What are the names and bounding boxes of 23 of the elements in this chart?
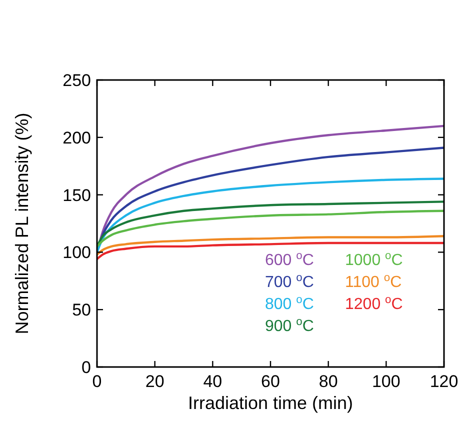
y-tick-label: 0 (82, 358, 91, 377)
x-axis-title: Irradiation time (min) (188, 393, 354, 413)
y-tick-label: 250 (62, 71, 91, 90)
text: 800 $^{o}$C (265, 294, 314, 313)
x-tick-label: 20 (145, 372, 164, 391)
text: 1200 $^{o}$C (345, 294, 403, 313)
text: 1000 $^{o}$C (345, 250, 403, 269)
x-tick-label: 100 (372, 372, 400, 391)
text: 1100 $^{o}$C (345, 272, 402, 291)
line-series (97, 178, 444, 254)
text: 700 $^{o}$C (265, 272, 314, 291)
x-tick-label: 40 (203, 372, 222, 391)
line-series (97, 210, 444, 248)
y-axis-title: Normalized PL intensity (%) (12, 112, 32, 334)
text: 600 $^{o}$C (265, 250, 314, 269)
x-tick-label: 60 (261, 372, 280, 391)
y-tick-label: 100 (62, 243, 91, 262)
x-tick-label: 120 (430, 372, 458, 391)
x-tick-label: 80 (318, 372, 338, 391)
y-tick-label: 50 (72, 300, 91, 320)
y-tick-label: 150 (62, 186, 91, 205)
text: 900 $^{o}$C (265, 316, 314, 335)
y-tick-label: 200 (62, 128, 91, 148)
